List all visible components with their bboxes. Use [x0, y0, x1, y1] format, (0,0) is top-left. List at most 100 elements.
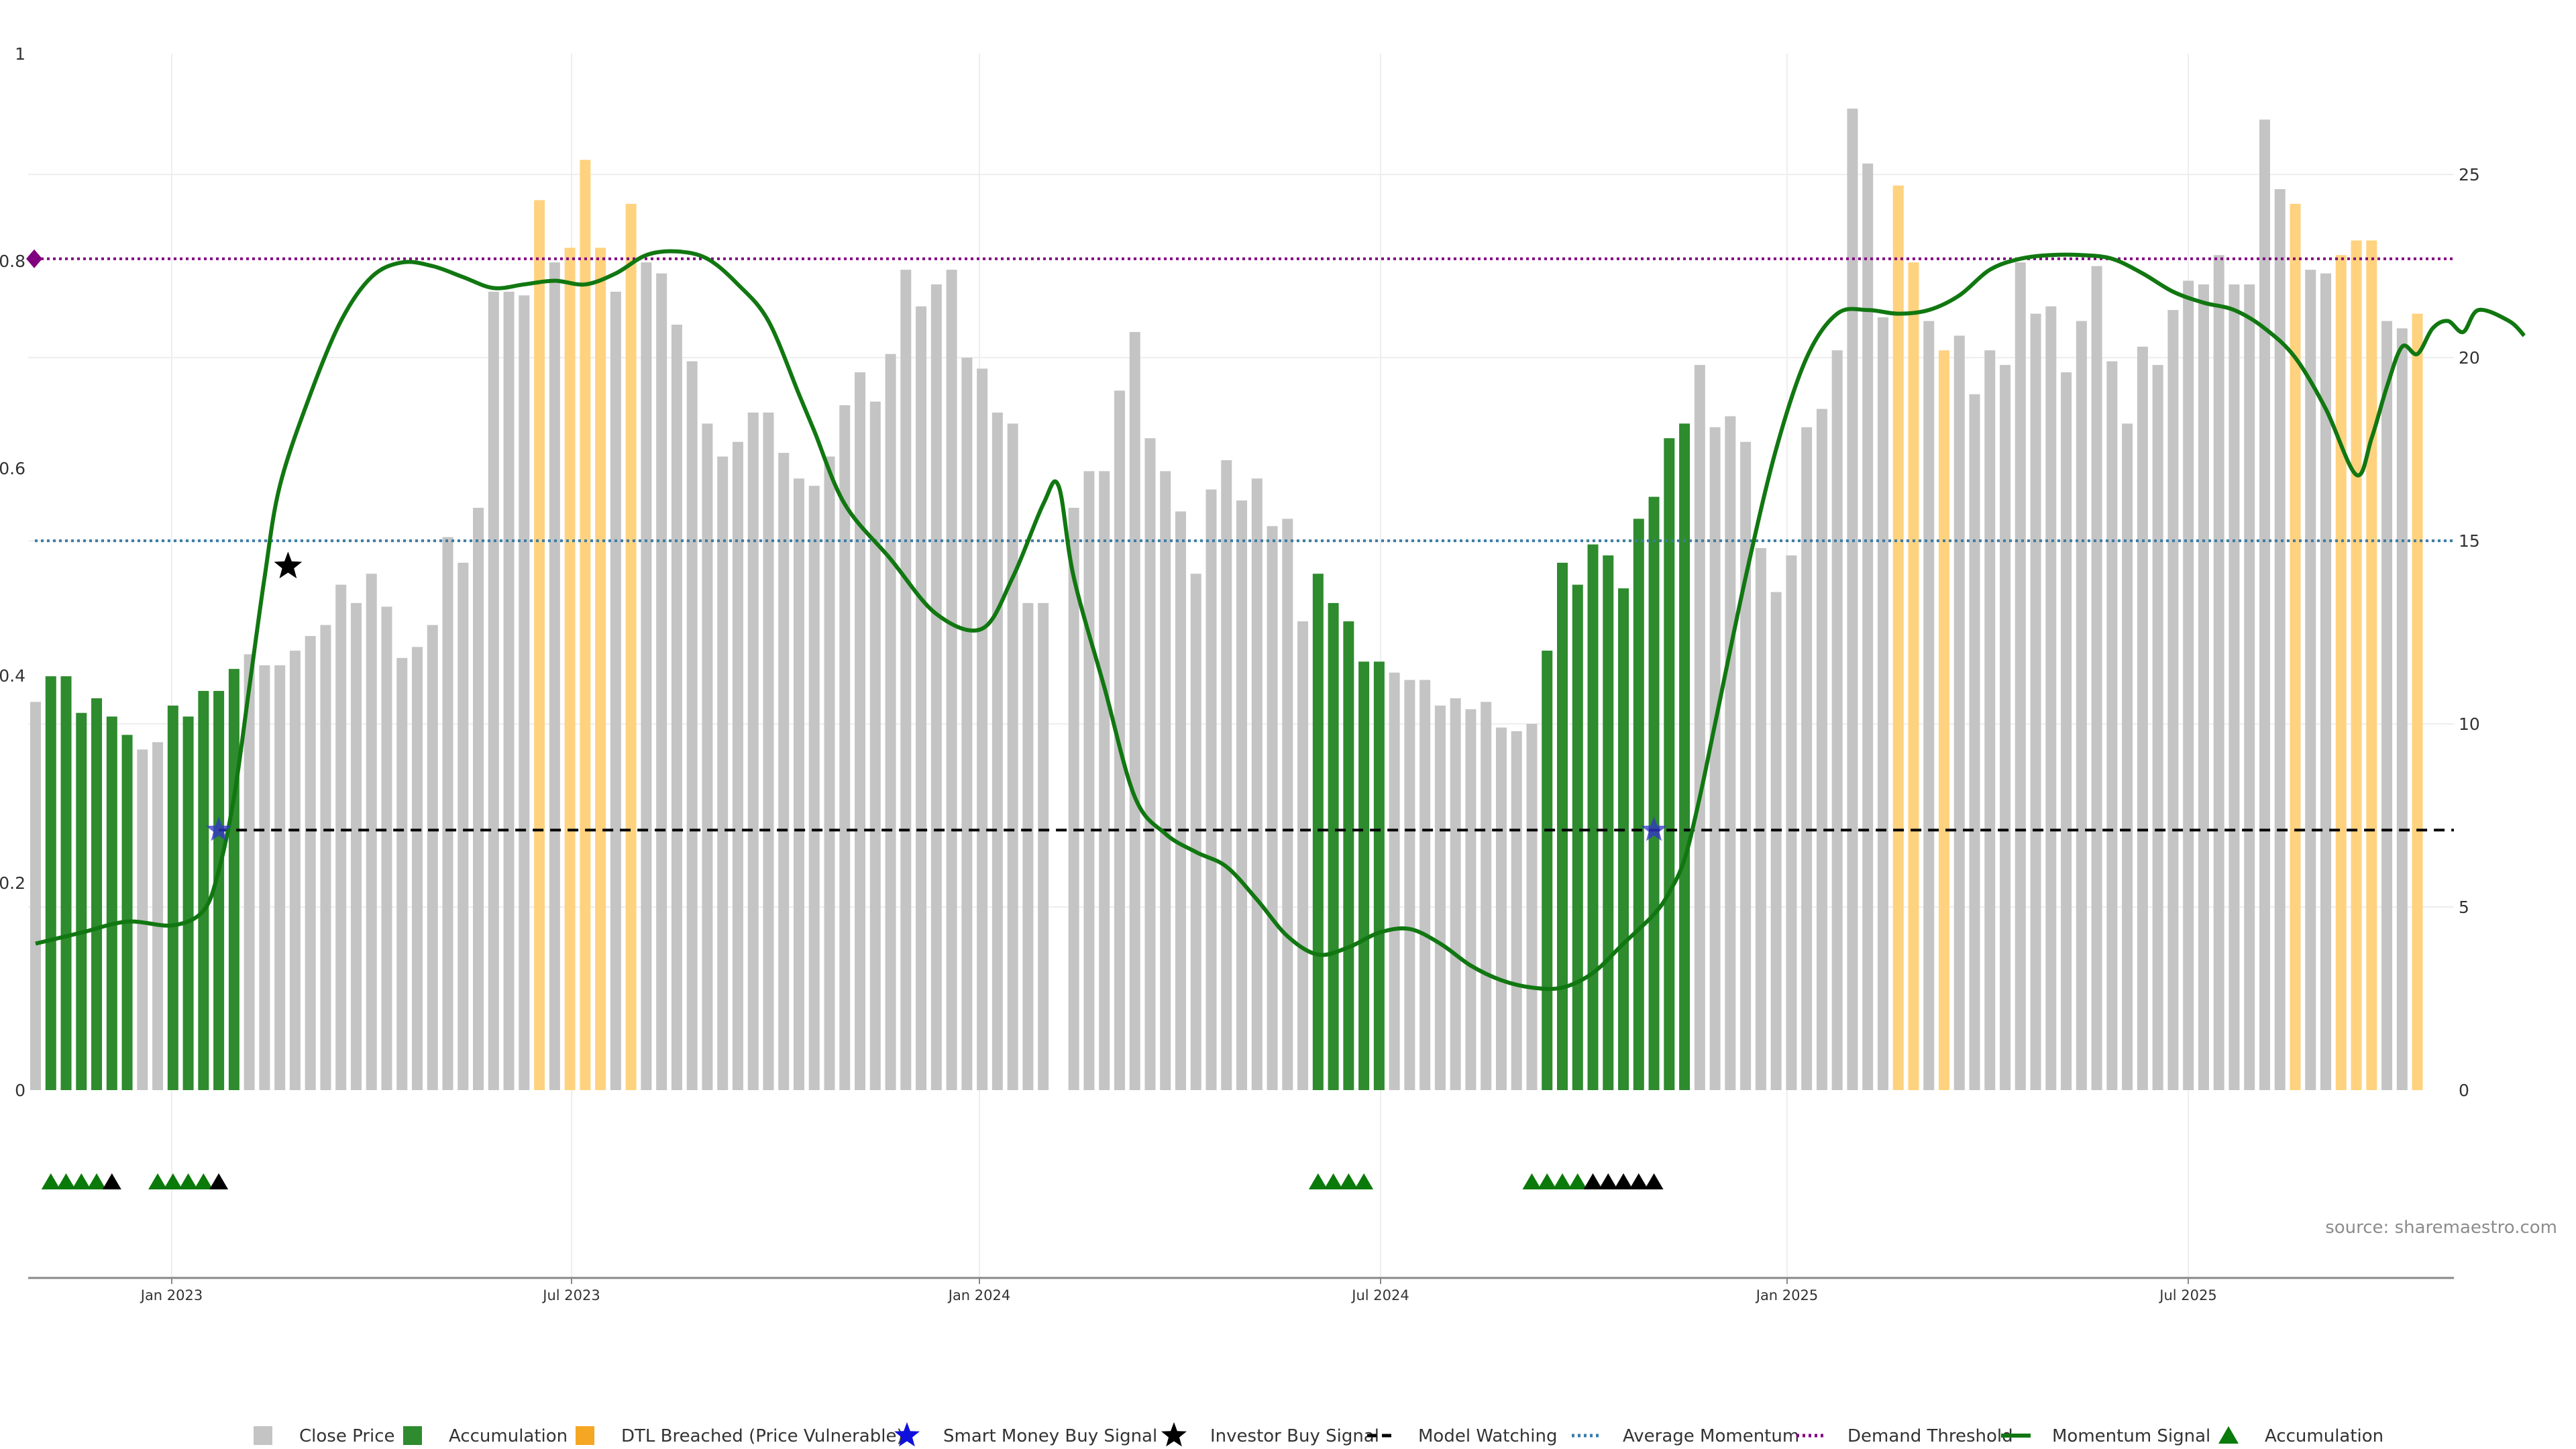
right-tick-label: 10	[2459, 714, 2480, 734]
bar	[1495, 727, 1507, 1090]
legend-label: Smart Money Buy Signal	[943, 1426, 1157, 1446]
bar	[534, 200, 545, 1091]
bar	[747, 413, 759, 1090]
bar	[610, 291, 621, 1090]
bar	[1404, 680, 1415, 1090]
reference-lines	[35, 257, 2454, 832]
bar	[335, 584, 347, 1090]
bar	[1022, 602, 1034, 1090]
bar	[930, 284, 942, 1090]
x-tick-label: Jan 2025	[1755, 1287, 1819, 1303]
right-tick-label: 20	[2459, 348, 2480, 368]
bar	[671, 324, 682, 1090]
left-tick-label: 0.8	[0, 252, 25, 271]
bar	[1679, 423, 1690, 1090]
legend-label: Close Price	[299, 1426, 395, 1446]
bar	[1969, 394, 1980, 1090]
bar	[2320, 273, 2331, 1091]
bar	[2106, 361, 2118, 1090]
bar	[1786, 555, 1797, 1090]
bar	[2396, 328, 2408, 1091]
bar	[121, 735, 133, 1090]
bar	[2229, 284, 2240, 1090]
bar	[106, 716, 117, 1090]
bar	[152, 742, 164, 1090]
bar	[1923, 321, 1935, 1090]
bar	[2244, 284, 2255, 1090]
bar	[885, 354, 896, 1090]
bar	[274, 665, 286, 1090]
bar	[442, 537, 453, 1090]
bar	[1755, 548, 1766, 1090]
x-tick-label: Jul 2025	[2158, 1287, 2216, 1303]
accumulation-triangle	[1568, 1173, 1587, 1189]
bar	[1953, 335, 1965, 1090]
bar	[2000, 365, 2011, 1091]
bar	[1984, 350, 1996, 1090]
bar	[1312, 574, 1324, 1090]
bar	[1419, 680, 1431, 1090]
bar	[702, 423, 713, 1090]
accumulation-triangles	[41, 1173, 1664, 1189]
bar	[289, 650, 301, 1090]
bar	[564, 248, 576, 1090]
bar	[91, 698, 103, 1090]
bar	[244, 654, 255, 1090]
right-tick-label: 25	[2459, 165, 2480, 184]
bar	[2335, 255, 2347, 1090]
signal-markers	[26, 249, 1667, 841]
bar	[259, 665, 270, 1090]
bar	[1175, 511, 1186, 1090]
bar	[412, 647, 423, 1090]
momentum-series	[35, 249, 2526, 991]
accumulation-triangle	[1629, 1173, 1648, 1189]
bar	[366, 574, 377, 1090]
demand-threshold-marker	[26, 249, 42, 268]
bar	[76, 712, 87, 1090]
bar	[1358, 661, 1370, 1090]
source-label: source: sharemaestro.com	[2325, 1218, 2557, 1238]
bar	[1709, 427, 1721, 1090]
accumulation-triangle	[1614, 1173, 1633, 1189]
bar	[1297, 621, 1309, 1090]
bar	[1007, 423, 1018, 1090]
accumulation-triangle	[41, 1173, 60, 1189]
bar	[1236, 500, 1248, 1090]
legend-marker	[1161, 1422, 1187, 1447]
bar	[213, 690, 225, 1090]
bar	[1892, 185, 1904, 1090]
bar	[2122, 423, 2133, 1090]
bar	[625, 203, 637, 1090]
accumulation-triangle	[1308, 1173, 1328, 1189]
accumulation-triangle	[102, 1173, 121, 1189]
bar	[549, 262, 560, 1091]
left-tick-label: 1	[15, 44, 25, 64]
right-tick-label: 15	[2459, 531, 2480, 551]
bar	[1083, 471, 1095, 1090]
bar	[1328, 602, 1339, 1090]
legend-marker	[254, 1426, 272, 1445]
bar	[916, 306, 927, 1091]
bar	[182, 716, 194, 1090]
bar	[2290, 203, 2301, 1090]
bar	[2198, 284, 2209, 1090]
bar	[30, 702, 41, 1090]
bar	[1939, 350, 1949, 1090]
bar	[1267, 526, 1278, 1090]
accumulation-triangle	[194, 1173, 213, 1189]
bar	[1205, 489, 1217, 1090]
bar	[488, 291, 499, 1090]
legend-marker	[576, 1426, 594, 1445]
bar	[1282, 519, 1293, 1090]
bar	[2366, 240, 2377, 1091]
bar	[2076, 321, 2087, 1090]
bar	[839, 405, 851, 1090]
bar	[977, 368, 988, 1090]
smart-money-buy-signal	[206, 816, 232, 841]
bar	[1190, 574, 1201, 1090]
accumulation-triangle	[178, 1173, 198, 1189]
bar	[1465, 709, 1477, 1090]
bar	[1511, 731, 1522, 1090]
bar	[2137, 346, 2148, 1090]
bar	[595, 248, 606, 1090]
